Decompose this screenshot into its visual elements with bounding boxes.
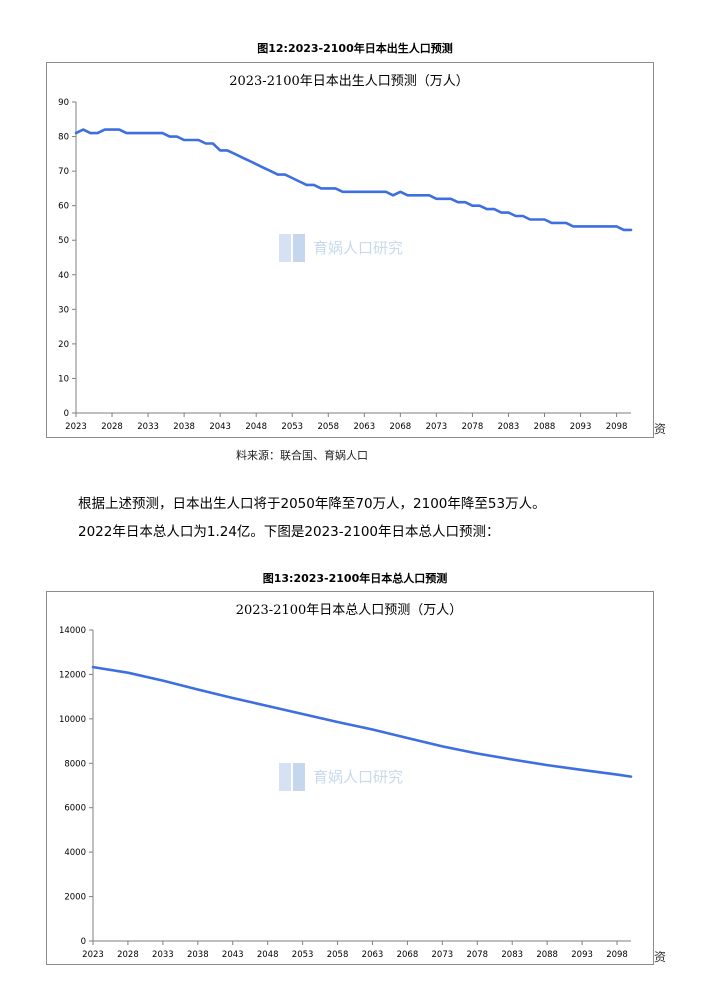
x-tick-label: 2048 — [245, 422, 267, 432]
x-tick-label: 2068 — [397, 950, 419, 960]
x-tick-label: 2078 — [462, 422, 484, 432]
watermark-logo-right — [293, 234, 305, 262]
x-tick-label: 2098 — [606, 950, 628, 960]
x-tick-label: 2053 — [292, 950, 314, 960]
paragraph-line-2: 2022年日本总人口为1.24亿。下图是2023-2100年日本总人口预测： — [78, 524, 500, 540]
y-tick-label: 0 — [81, 937, 86, 947]
side-character-1: 资 — [654, 422, 667, 436]
y-tick-label: 0 — [64, 409, 69, 419]
watermark-text: 育娲人口研究 — [313, 768, 403, 786]
x-tick-label: 2083 — [501, 950, 523, 960]
x-tick-label: 2023 — [65, 422, 87, 432]
total-population-chart-svg: 育娲人口研究 2023-2100年日本总人口预测（万人） 0 2000 4000 6000… — [59, 603, 633, 960]
x-tick-label: 2023 — [82, 950, 104, 960]
chart-title: 2023-2100年日本出生人口预测（万人） — [229, 74, 469, 89]
figure-12-caption: 图12:2023-2100年日本出生人口预测 — [257, 42, 453, 55]
y-tick-label: 4000 — [64, 848, 86, 858]
x-tick-label: 2033 — [137, 422, 159, 432]
y-tick-label: 20 — [58, 340, 69, 350]
watermark-logo-left — [279, 763, 291, 791]
x-tick-label: 2093 — [571, 950, 593, 960]
x-tick-label: 2053 — [281, 422, 303, 432]
x-tick-label: 2028 — [101, 422, 123, 432]
y-tick-label: 2000 — [64, 893, 86, 903]
y-tick-label: 6000 — [64, 804, 86, 814]
x-tick-label: 2083 — [498, 422, 520, 432]
series-line — [91, 665, 633, 778]
x-tick-label: 2058 — [327, 950, 349, 960]
x-tick-label: 2058 — [317, 422, 339, 432]
x-tick-label: 2038 — [173, 422, 195, 432]
x-tick-label: 2038 — [187, 950, 209, 960]
figure-13-caption: 图13:2023-2100年日本总人口预测 — [262, 572, 448, 585]
y-tick-label: 10 — [58, 374, 69, 384]
x-tick-label: 2073 — [426, 422, 448, 432]
x-tick-label: 2098 — [606, 422, 628, 432]
x-tick-label: 2078 — [466, 950, 488, 960]
y-tick-label: 70 — [58, 167, 69, 177]
birth-population-chart: 育娲人口研究 2023-2100年日本出生人口预测（万人） 0 10 20 30 40 50 6… — [46, 62, 654, 438]
x-tick-label: 2073 — [432, 950, 454, 960]
x-tick-label: 2043 — [209, 422, 231, 432]
y-tick-label: 40 — [58, 271, 69, 281]
x-tick-label: 2063 — [353, 422, 375, 432]
birth-population-chart-svg: 育娲人口研究 2023-2100年日本出生人口预测（万人） 0 10 20 30 40 50 6… — [58, 74, 633, 432]
y-tick-label: 30 — [58, 305, 69, 315]
y-tick-label: 10000 — [59, 715, 86, 725]
watermark: 育娲人口研究 — [279, 763, 403, 791]
x-tick-label: 2093 — [570, 422, 592, 432]
paragraph-line-1: 根据上述预测，日本出生人口将于2050年降至70万人，2100年降至53万人。 — [78, 496, 546, 512]
y-tick-label: 12000 — [59, 670, 86, 680]
side-character-2: 资 — [654, 950, 667, 964]
watermark-logo-right — [293, 763, 305, 791]
y-tick-label: 14000 — [59, 626, 86, 636]
watermark-logo-left — [279, 234, 291, 262]
y-tick-label: 80 — [58, 133, 69, 143]
y-tick-label: 8000 — [64, 759, 86, 769]
x-tick-label: 2048 — [257, 950, 279, 960]
watermark-text: 育娲人口研究 — [313, 239, 403, 257]
y-tick-label: 90 — [58, 98, 69, 108]
x-tick-label: 2088 — [534, 422, 556, 432]
chart-title: 2023-2100年日本总人口预测（万人） — [236, 603, 463, 618]
x-tick-label: 2068 — [390, 422, 412, 432]
watermark: 育娲人口研究 — [279, 234, 403, 262]
total-population-chart: 育娲人口研究 2023-2100年日本总人口预测（万人） 0 2000 4000 6000… — [46, 591, 654, 965]
x-tick-label: 2088 — [536, 950, 558, 960]
x-tick-label: 2063 — [362, 950, 384, 960]
x-tick-label: 2028 — [117, 950, 139, 960]
y-tick-label: 60 — [58, 202, 69, 212]
chart-source: 料来源：联合国、育娲人口 — [236, 449, 368, 462]
x-tick-label: 2033 — [152, 950, 174, 960]
series-line — [74, 128, 633, 232]
y-tick-label: 50 — [58, 236, 69, 246]
x-tick-label: 2043 — [222, 950, 244, 960]
